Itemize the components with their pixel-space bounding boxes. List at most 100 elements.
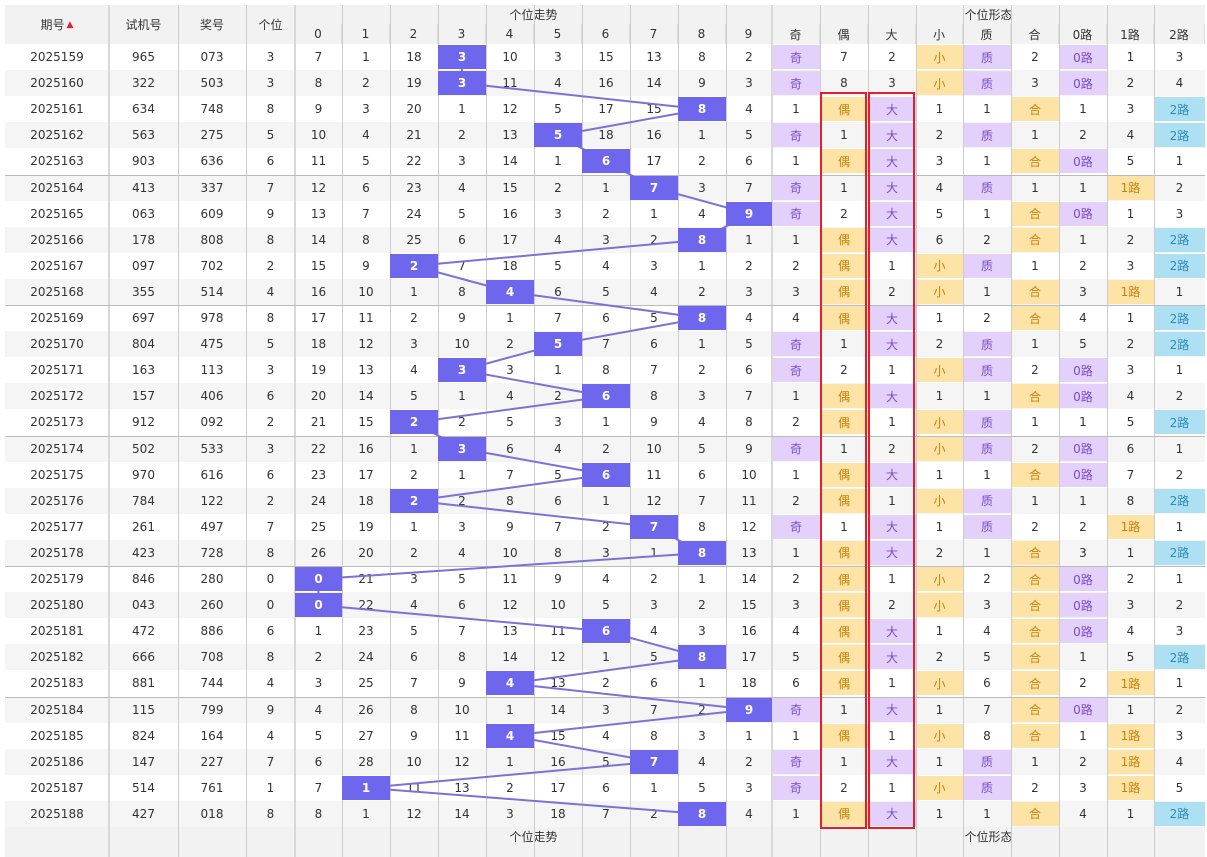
column-divider	[246, 5, 247, 857]
draw-number: 497	[200, 519, 224, 534]
shape-badge: 大	[868, 384, 916, 409]
miss-count: 13	[310, 206, 327, 221]
hit-ball: 8	[678, 97, 726, 122]
shape-badge: 合	[1011, 227, 1059, 252]
draw-number: 702	[200, 258, 224, 273]
draw-number: 280	[200, 572, 224, 587]
issue-number: 2025174	[30, 441, 84, 456]
column-divider	[1154, 5, 1155, 857]
miss-count: 5	[698, 780, 706, 795]
miss-count: 9	[745, 441, 753, 456]
test-number: 427	[132, 806, 155, 821]
shape-miss-count: 1	[888, 728, 896, 743]
draw-number: 164	[200, 728, 224, 743]
shape-miss-count: 2	[1031, 363, 1039, 378]
miss-count: 2	[410, 311, 418, 326]
column-divider	[1107, 5, 1108, 857]
issue-number: 2025163	[30, 154, 84, 169]
units-digit: 9	[266, 206, 275, 221]
shape-miss-count: 5	[1175, 780, 1184, 795]
miss-count: 8	[650, 728, 658, 743]
shape-miss-count: 1	[1079, 415, 1087, 430]
shape-badge: 大	[868, 697, 916, 722]
miss-count: 12	[358, 337, 374, 352]
column-divider	[108, 5, 110, 857]
hit-ball: 4	[486, 723, 534, 748]
shape-badge: 大	[868, 175, 916, 200]
shape-badge: 合	[1011, 97, 1059, 122]
draw-number: 533	[200, 441, 224, 456]
units-digit: 8	[266, 650, 275, 665]
miss-count: 6	[602, 780, 610, 795]
miss-count: 13	[550, 676, 566, 691]
miss-count: 5	[745, 337, 753, 352]
miss-count: 11	[406, 780, 422, 795]
shape-badge: 2路	[1154, 123, 1205, 148]
shape-miss-count: 2	[792, 572, 800, 587]
shape-miss-count: 2	[1175, 598, 1184, 613]
shape-miss-count: 1	[935, 624, 944, 639]
shape-miss-count: 1	[1079, 728, 1087, 743]
miss-count: 5	[506, 415, 514, 430]
shape-badge: 0路	[1059, 462, 1107, 487]
miss-count: 1	[698, 676, 706, 691]
column-divider	[771, 5, 773, 857]
shape-miss-count: 2	[935, 545, 944, 560]
miss-count: 3	[554, 415, 562, 430]
miss-count: 6	[506, 441, 514, 456]
miss-count: 6	[314, 754, 323, 769]
miss-count: 6	[650, 337, 658, 352]
shape-badge: 大	[868, 123, 916, 148]
shape-miss-count: 4	[792, 311, 800, 326]
miss-count: 5	[602, 598, 610, 613]
miss-count: 6	[602, 311, 610, 326]
hit-ball: 0	[295, 593, 342, 618]
miss-count: 1	[602, 415, 610, 430]
shape-miss-count: 1	[935, 389, 944, 404]
miss-count: 1	[698, 337, 706, 352]
shape-badge: 偶	[820, 279, 868, 304]
miss-count: 2	[362, 76, 370, 91]
miss-count: 8	[410, 702, 418, 717]
shape-miss-count: 4	[1126, 624, 1135, 639]
miss-count: 6	[458, 232, 466, 247]
miss-count: 24	[358, 650, 374, 665]
units-digit: 2	[266, 415, 275, 430]
shape-badge: 0路	[1059, 358, 1107, 383]
miss-count: 2	[745, 258, 753, 273]
shape-miss-count: 2	[1079, 754, 1087, 769]
miss-count: 5	[314, 728, 323, 743]
hit-ball: 2	[390, 253, 438, 278]
shape-miss-count: 1	[1031, 337, 1039, 352]
column-divider	[582, 5, 583, 857]
shape-column-header: 奇	[772, 24, 820, 44]
shape-miss-count: 6	[1126, 441, 1135, 456]
miss-count: 4	[554, 232, 562, 247]
units-digit: 4	[266, 284, 275, 299]
miss-count: 4	[698, 754, 706, 769]
shape-badge: 偶	[820, 645, 868, 670]
shape-badge: 0路	[1059, 697, 1107, 722]
miss-count: 7	[314, 50, 323, 65]
shape-miss-count: 6	[792, 676, 800, 691]
sort-issue-header[interactable]: 期号 ▲	[5, 5, 109, 44]
shape-miss-count: 1	[983, 806, 991, 821]
shape-badge: 2路	[1154, 540, 1205, 565]
shape-badge: 小	[916, 45, 963, 70]
miss-count: 5	[554, 467, 562, 482]
hit-ball: 6	[582, 384, 630, 409]
miss-count: 5	[458, 206, 466, 221]
shape-badge: 合	[1011, 567, 1059, 592]
miss-count: 2	[650, 232, 658, 247]
shape-miss-count: 2	[1175, 180, 1184, 195]
test-number: 472	[132, 624, 155, 639]
shape-miss-count: 1	[1031, 128, 1039, 143]
units-digit-header: 个位	[258, 18, 283, 32]
draw-number: 337	[200, 180, 224, 195]
shape-badge: 偶	[820, 306, 868, 331]
shape-miss-count: 1	[888, 363, 896, 378]
issue-number: 2025160	[30, 76, 84, 91]
miss-count: 4	[650, 624, 658, 639]
shape-miss-count: 1	[888, 676, 896, 691]
shape-miss-count: 2	[792, 415, 800, 430]
